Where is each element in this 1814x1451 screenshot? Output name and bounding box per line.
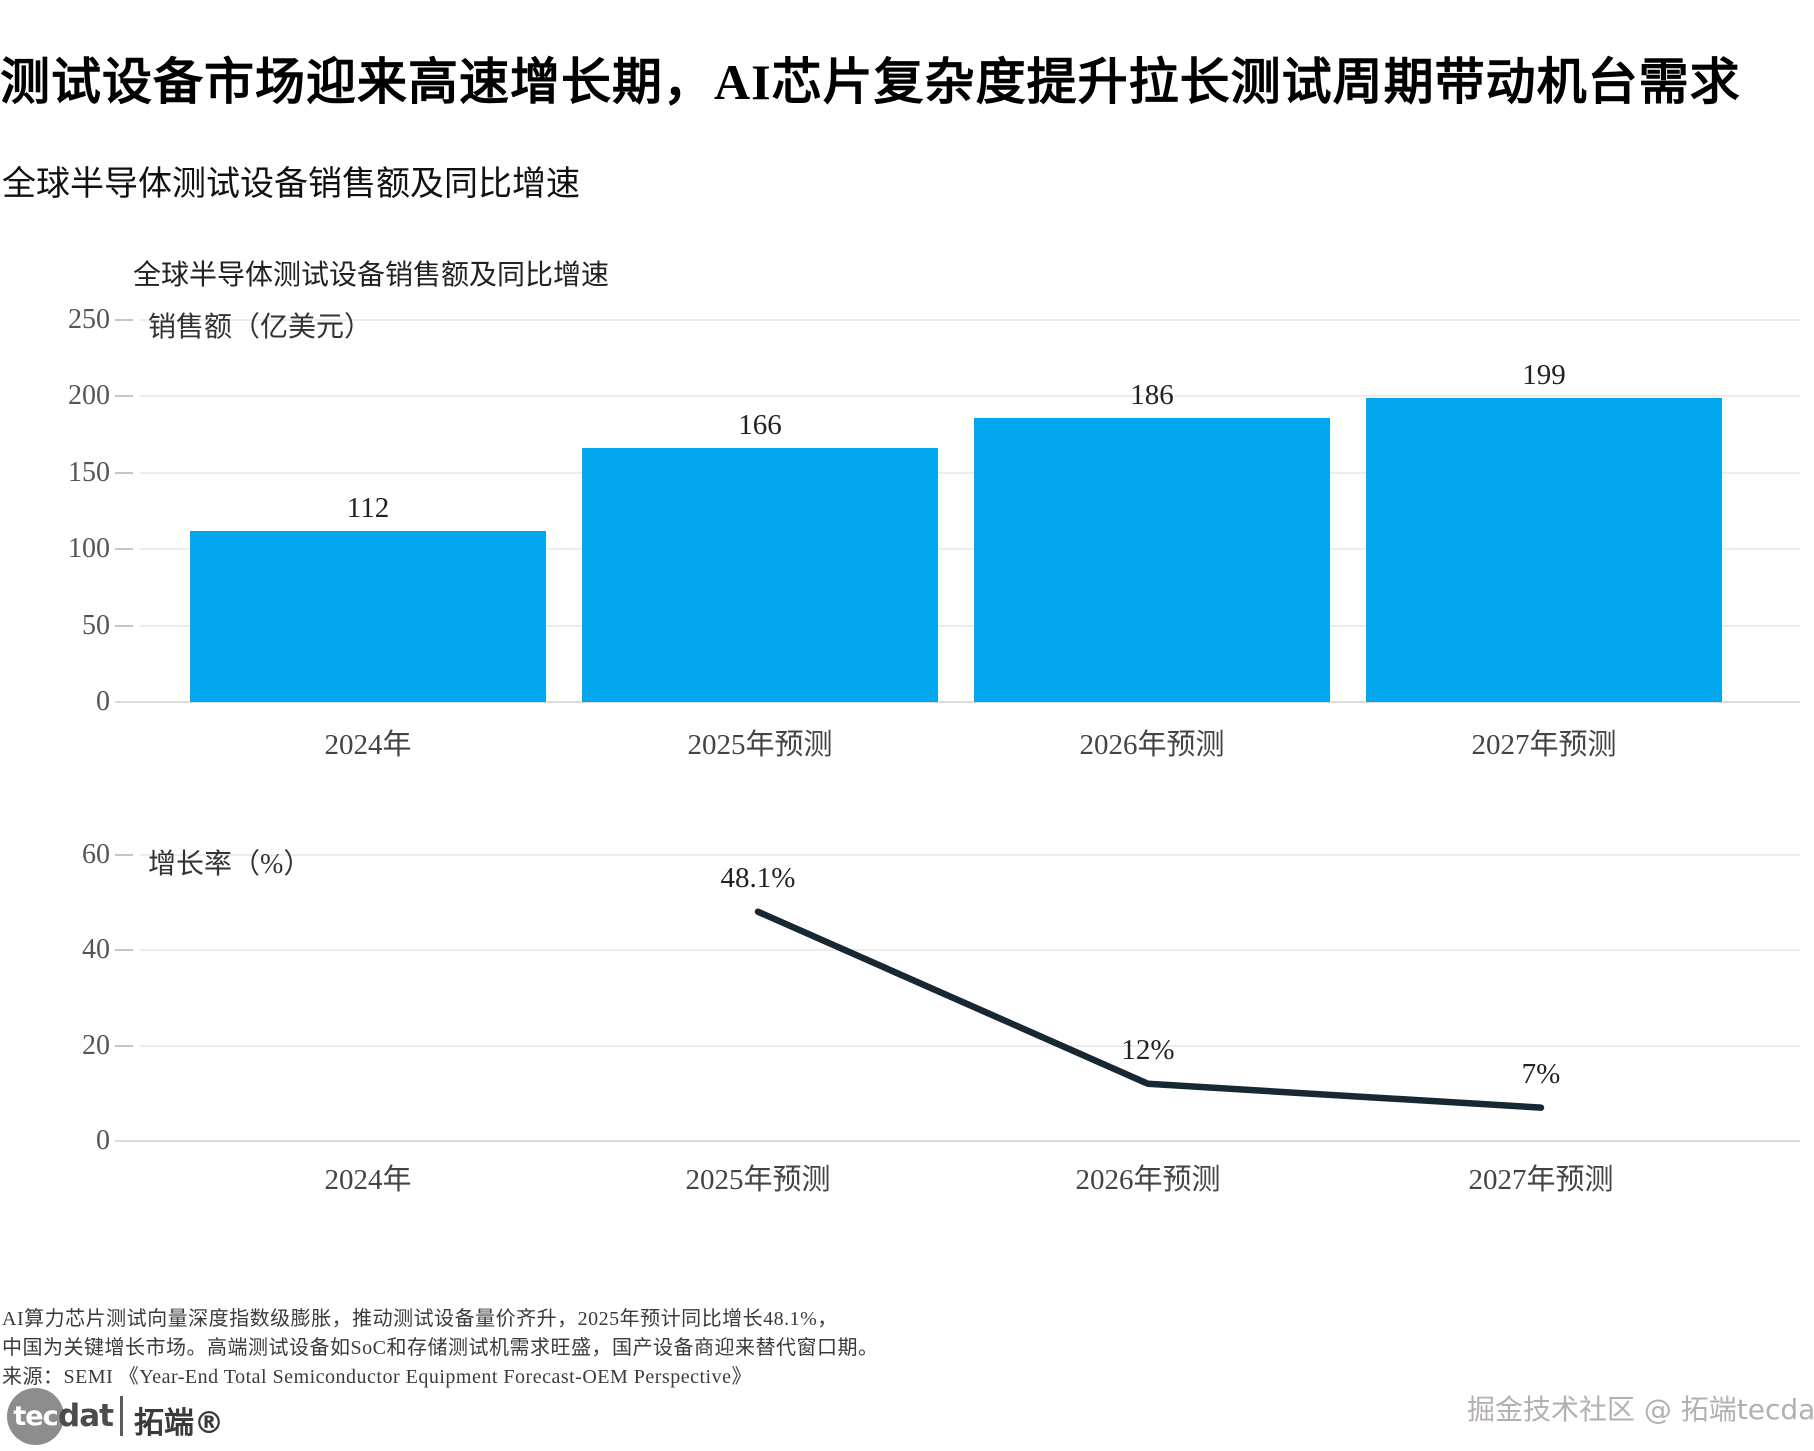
page-subtitle: 全球半导体测试设备销售额及同比增速 [2,166,580,203]
sales-bar-value-0: 112 [346,492,390,524]
tecdat-brand-name: 拓端® [134,1406,224,1441]
sales-ytick-mark-250 [115,319,133,321]
growth-point-label-2: 12% [1121,1034,1175,1066]
growth-gridline-20 [140,1045,1800,1047]
growth-xlabel-0: 2024年 [324,1164,412,1196]
growth-ytick-label-60: 60 [82,839,110,870]
sales-ytick-label-200: 200 [68,380,110,411]
sales-xlabel-0: 2024年 [324,729,412,761]
sales-bar-2026年预测 [974,418,1330,702]
tecdat-logo-tec-text: tec [13,1401,58,1432]
growth-xlabel-1: 2025年预测 [685,1164,831,1196]
tecdat-logo-dat-text: dat [58,1398,114,1434]
growth-point-label-3: 7% [1521,1058,1561,1090]
chart-title: 全球半导体测试设备销售额及同比增速 [133,260,610,291]
footer-note-line2: 中国为关键增长市场。高端测试设备如SoC和存储测试机需求旺盛，国产设备商迎来替代… [2,1337,879,1359]
tecdat-logo-circle: tec [7,1388,64,1445]
growth-gridline-60 [140,854,1800,856]
growth-xlabel-2: 2026年预测 [1075,1164,1221,1196]
sales-gridline-150 [140,472,1800,474]
sales-xlabel-3: 2027年预测 [1471,729,1617,761]
page-title: 测试设备市场迎来高速增长期，AI芯片复杂度提升拉长测试周期带动机台需求 [0,54,1741,110]
sales-ytick-mark-150 [115,472,133,474]
sales-ytick-mark-50 [115,625,133,627]
sales-bar-2027年预测 [1366,398,1722,702]
sales-xlabel-2: 2026年预测 [1079,729,1225,761]
footer-note-line1: AI算力芯片测试向量深度指数级膨胀，推动测试设备量价齐升，2025年预计同比增长… [2,1308,838,1330]
sales-axis-baseline [115,701,1800,703]
growth-rate-line [754,908,1545,1111]
growth-xlabel-3: 2027年预测 [1468,1164,1614,1196]
logo-divider [120,1396,123,1436]
community-watermark: 掘金技术社区 @ 拓端tecdat [1467,1393,1814,1426]
growth-ytick-label-40: 40 [82,934,110,965]
sales-bar-value-3: 199 [1522,359,1566,391]
sales-ytick-mark-200 [115,395,133,397]
sales-ytick-label-0: 0 [96,686,110,717]
sales-ytick-label-150: 150 [68,457,110,488]
growth-ytick-label-0: 0 [96,1125,110,1156]
growth-axis-baseline [115,1140,1800,1142]
growth-gridline-40 [140,949,1800,951]
growth-point-label-1: 48.1% [720,862,796,894]
sales-axis-label: 销售额（亿美元） [148,312,373,343]
growth-ytick-label-20: 20 [82,1030,110,1061]
sales-gridline-100 [140,548,1800,550]
sales-ytick-label-50: 50 [82,610,110,641]
sales-ytick-label-100: 100 [68,533,110,564]
sales-ytick-mark-100 [115,548,133,550]
footer-source: 来源：SEMI 《Year-End Total Semiconductor Eq… [2,1366,752,1388]
growth-ytick-mark-60 [115,854,133,856]
sales-bar-value-2: 186 [1130,379,1174,411]
sales-bar-value-1: 166 [738,409,782,441]
sales-gridline-250 [140,319,1800,321]
sales-ytick-label-250: 250 [68,304,110,335]
growth-axis-label: 增长率（%） [148,849,312,880]
sales-bar-2025年预测 [582,448,938,702]
growth-ytick-mark-20 [115,1045,133,1047]
growth-ytick-mark-40 [115,949,133,951]
sales-gridline-50 [140,625,1800,627]
sales-gridline-200 [140,395,1800,397]
sales-xlabel-1: 2025年预测 [687,729,833,761]
sales-bar-2024年 [190,531,546,702]
